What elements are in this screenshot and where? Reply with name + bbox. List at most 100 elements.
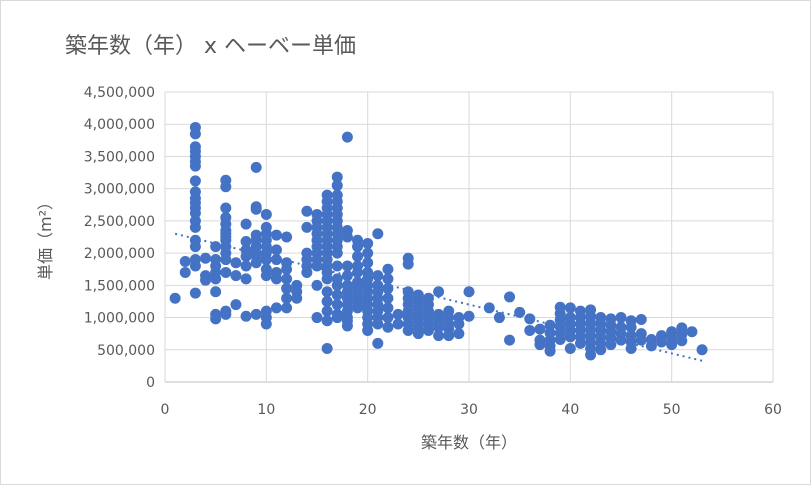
data-point bbox=[443, 330, 455, 342]
data-point bbox=[433, 330, 445, 342]
data-point bbox=[301, 221, 313, 233]
x-axis-title: 築年数（年） bbox=[421, 433, 517, 452]
data-point bbox=[250, 203, 262, 215]
x-axis-tick-labels: 0 10 20 30 40 50 60 bbox=[161, 402, 782, 418]
data-point bbox=[210, 286, 222, 298]
data-point bbox=[544, 319, 556, 331]
x-tick-label: 20 bbox=[359, 402, 377, 418]
data-point bbox=[220, 308, 232, 320]
data-point bbox=[493, 312, 505, 324]
data-point bbox=[189, 241, 201, 253]
y-tick-label: 0 bbox=[146, 375, 155, 391]
data-point bbox=[392, 308, 404, 320]
data-point bbox=[341, 320, 353, 332]
data-point bbox=[676, 335, 688, 347]
chart-title: 築年数（年） x ヘーベー単価 bbox=[65, 34, 356, 59]
y-axis-title: 単価（m²） bbox=[36, 194, 55, 280]
data-point bbox=[240, 273, 252, 285]
data-point bbox=[169, 292, 181, 304]
data-point bbox=[341, 131, 353, 143]
data-point bbox=[696, 344, 708, 356]
data-point bbox=[200, 274, 212, 286]
data-point bbox=[635, 313, 647, 325]
data-point bbox=[230, 270, 242, 282]
data-point bbox=[281, 283, 293, 295]
data-point bbox=[240, 310, 252, 322]
data-point bbox=[686, 326, 698, 338]
data-point bbox=[463, 286, 475, 298]
data-point bbox=[331, 312, 343, 324]
data-point bbox=[625, 321, 637, 333]
data-point bbox=[321, 273, 333, 285]
data-point bbox=[382, 263, 394, 275]
data-point bbox=[189, 175, 201, 187]
data-point bbox=[189, 128, 201, 140]
y-tick-label: 4,000,000 bbox=[84, 117, 155, 133]
data-point bbox=[240, 218, 252, 230]
data-point bbox=[210, 241, 222, 253]
data-point bbox=[321, 342, 333, 354]
data-point bbox=[321, 305, 333, 317]
data-point bbox=[372, 318, 384, 330]
data-point bbox=[291, 292, 303, 304]
x-tick-label: 0 bbox=[161, 402, 170, 418]
data-point bbox=[524, 313, 536, 325]
y-tick-label: 3,000,000 bbox=[84, 182, 155, 198]
data-point bbox=[352, 302, 364, 314]
data-point bbox=[362, 237, 374, 249]
data-point bbox=[270, 273, 282, 285]
data-point bbox=[564, 302, 576, 314]
y-tick-label: 2,000,000 bbox=[84, 246, 155, 262]
data-point bbox=[250, 161, 262, 173]
data-point bbox=[281, 273, 293, 285]
data-point bbox=[382, 321, 394, 333]
data-point bbox=[311, 279, 323, 291]
data-point bbox=[382, 292, 394, 304]
data-point bbox=[341, 231, 353, 243]
data-point bbox=[230, 299, 242, 311]
data-point bbox=[260, 270, 272, 282]
data-point bbox=[331, 171, 343, 183]
data-point bbox=[230, 257, 242, 269]
data-point bbox=[514, 306, 526, 318]
y-axis-tick-labels: 0 500,000 1,000,000 1,500,000 2,000,000 2,500… bbox=[84, 85, 155, 391]
data-point bbox=[331, 279, 343, 291]
data-points bbox=[169, 121, 708, 361]
x-tick-label: 10 bbox=[257, 402, 275, 418]
data-point bbox=[220, 254, 232, 266]
data-point bbox=[210, 273, 222, 285]
data-point bbox=[189, 207, 201, 219]
data-point bbox=[504, 334, 516, 346]
data-point bbox=[352, 266, 364, 278]
data-point bbox=[321, 286, 333, 298]
data-point bbox=[189, 160, 201, 172]
data-point bbox=[362, 257, 374, 269]
data-point bbox=[372, 270, 384, 282]
data-point bbox=[564, 342, 576, 354]
data-point bbox=[331, 260, 343, 272]
data-point bbox=[250, 257, 262, 269]
data-point bbox=[260, 254, 272, 266]
data-point bbox=[382, 283, 394, 295]
data-point bbox=[240, 260, 252, 272]
data-point bbox=[433, 321, 445, 333]
data-point bbox=[362, 324, 374, 336]
data-point bbox=[321, 295, 333, 307]
data-point bbox=[574, 337, 586, 349]
data-point bbox=[260, 208, 272, 220]
data-point bbox=[331, 299, 343, 311]
data-point bbox=[615, 334, 627, 346]
data-point bbox=[270, 254, 282, 266]
data-point bbox=[585, 349, 597, 361]
data-point bbox=[331, 247, 343, 259]
data-point bbox=[412, 328, 424, 340]
data-point bbox=[352, 241, 364, 253]
data-point bbox=[220, 266, 232, 278]
data-point bbox=[625, 342, 637, 354]
data-point bbox=[392, 318, 404, 330]
data-point bbox=[240, 236, 252, 248]
data-point bbox=[281, 302, 293, 314]
data-point bbox=[281, 231, 293, 243]
